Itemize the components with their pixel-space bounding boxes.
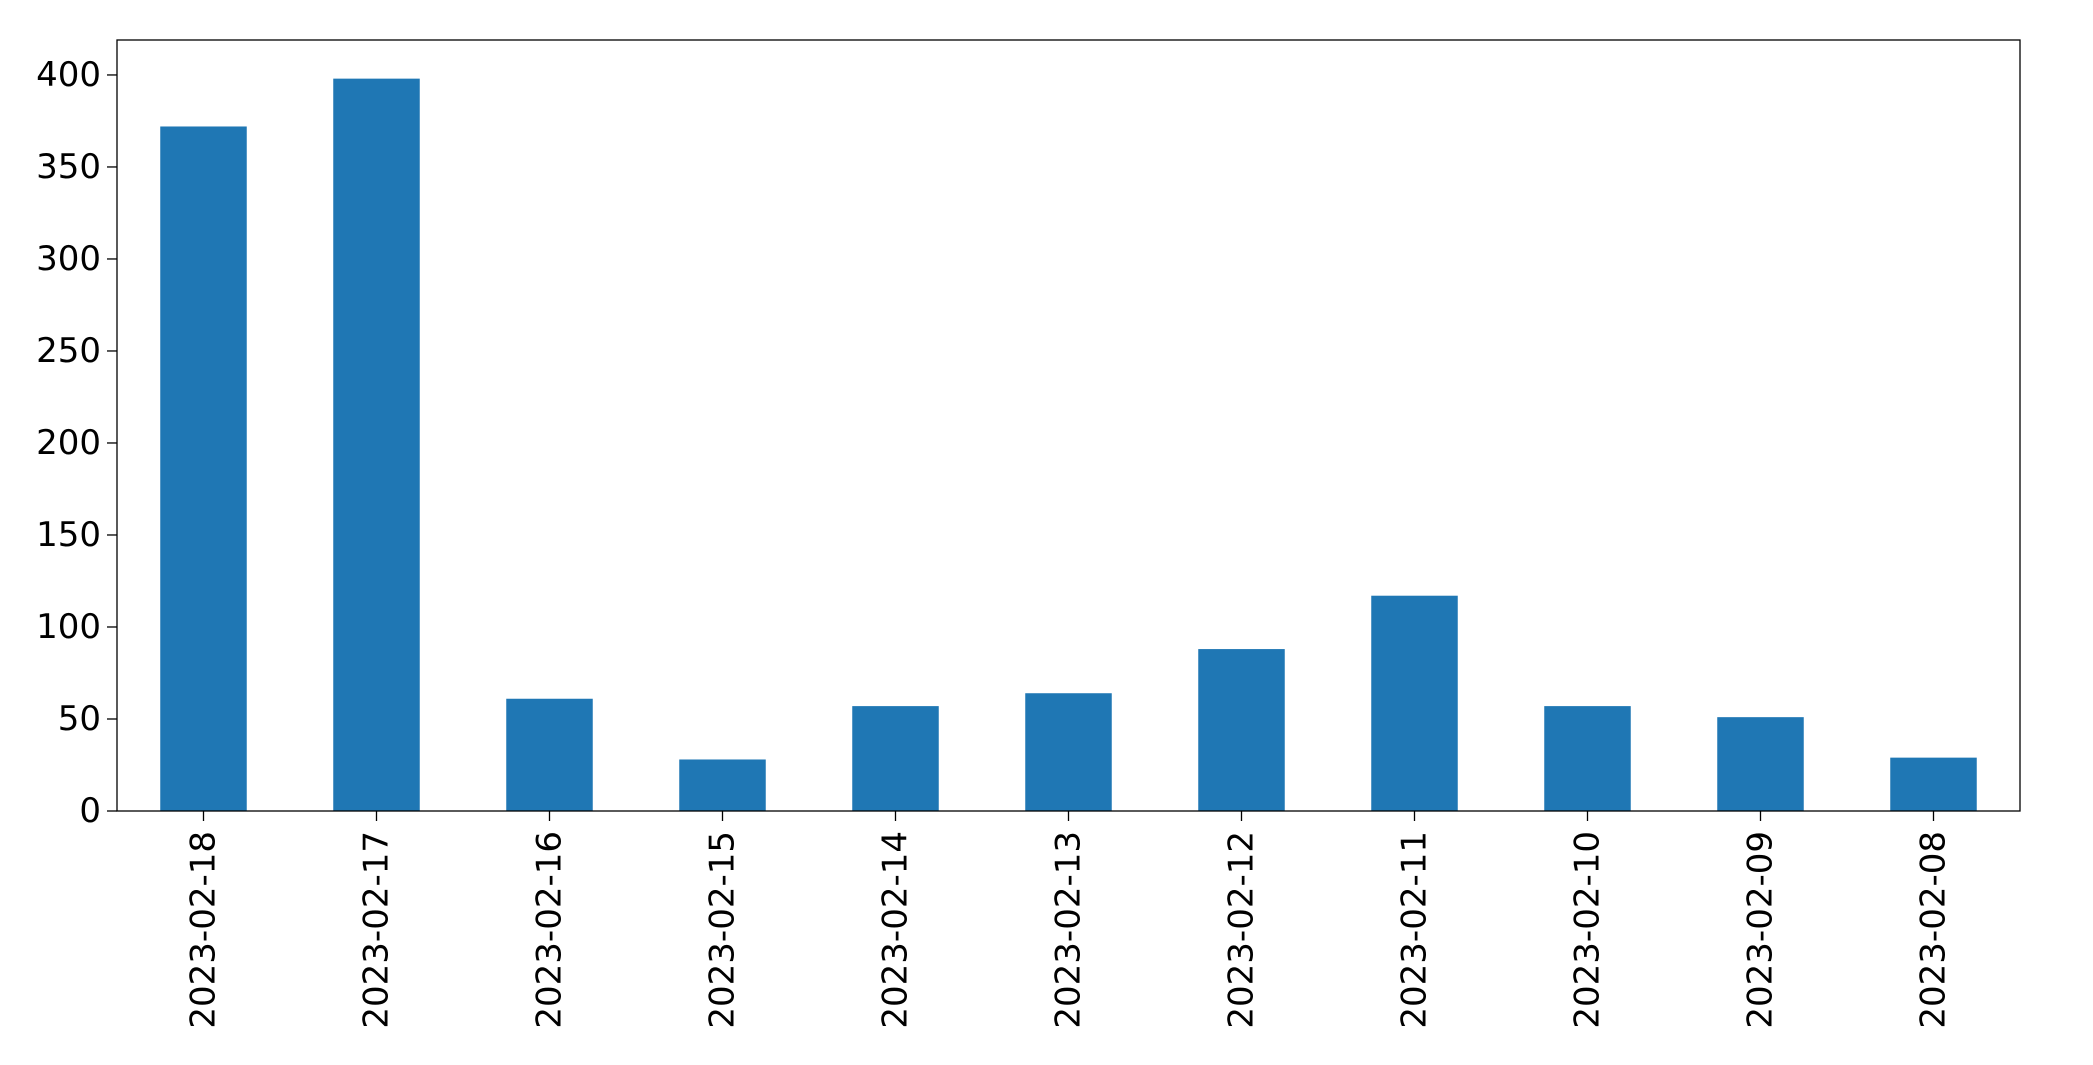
y-tick-label: 350 [36,147,101,187]
y-axis: 0 50 100 150 200 250 300 350 400 [36,55,117,831]
bar-2023-02-09 [1717,717,1804,811]
bar-2023-02-15 [679,759,766,811]
bar-2023-02-13 [1025,693,1112,811]
bar-2023-02-18 [160,126,247,812]
x-tick-label: 2023-02-10 [1568,831,1608,1029]
x-tick-label: 2023-02-18 [184,831,224,1029]
plot-frame [116,39,2021,812]
x-tick-label: 2023-02-14 [876,831,916,1029]
x-tick-label: 2023-02-09 [1741,831,1781,1029]
bar-2023-02-11 [1371,595,1458,811]
x-tick-label: 2023-02-17 [357,831,397,1029]
x-tick-label: 2023-02-08 [1914,831,1954,1029]
x-tick-label: 2023-02-15 [703,831,743,1029]
y-tick-label: 0 [79,791,101,831]
y-tick-label: 50 [58,699,101,739]
x-tick-label: 2023-02-11 [1395,831,1435,1029]
x-tick-label: 2023-02-16 [530,831,570,1029]
bar-2023-02-17 [333,78,420,811]
y-tick-label: 100 [36,607,101,647]
bar-2023-02-10 [1544,706,1631,811]
y-tick-label: 150 [36,515,101,555]
bar-2023-02-16 [506,698,593,811]
y-tick-label: 200 [36,423,101,463]
x-axis: 2023-02-18 2023-02-17 2023-02-16 2023-02-15… [184,811,1954,1029]
bar-2023-02-08 [1890,757,1977,811]
x-tick-label: 2023-02-12 [1222,831,1262,1029]
bar-2023-02-12 [1198,649,1285,811]
y-tick-label: 250 [36,331,101,371]
x-tick-label: 2023-02-13 [1049,831,1089,1029]
y-tick-label: 300 [36,239,101,279]
bars-group [160,78,1977,812]
bar-2023-02-14 [852,706,939,811]
y-tick-label: 400 [36,55,101,95]
